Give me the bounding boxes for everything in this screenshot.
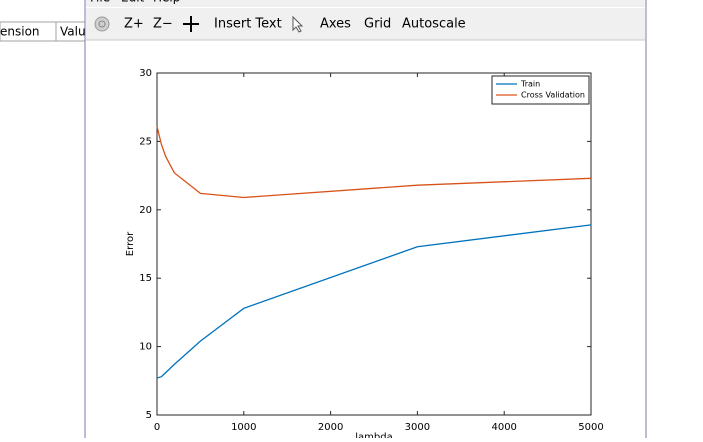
- grid-button[interactable]: Grid: [364, 17, 391, 32]
- series-line: [156, 126, 592, 199]
- y-axis-label: Error: [125, 231, 136, 256]
- legend-label: Cross Validation: [521, 91, 585, 100]
- y-tick-label: 5: [146, 410, 152, 421]
- y-tick-label: 10: [139, 342, 152, 353]
- axes-button[interactable]: Axes: [320, 17, 351, 32]
- menu-bar: [86, 0, 645, 7]
- pan-icon[interactable]: [183, 16, 199, 32]
- toolbar: [86, 8, 645, 40]
- autoscale-button[interactable]: Autoscale: [402, 17, 466, 32]
- menu-item[interactable]: Help: [153, 0, 180, 5]
- x-tick-label: 1000: [231, 422, 256, 433]
- y-tick-label: 30: [139, 68, 152, 79]
- x-tick-label: 0: [154, 422, 160, 433]
- y-tick-label: 20: [139, 205, 152, 216]
- column-header[interactable]: ension: [0, 25, 40, 39]
- axes-box: [156, 72, 592, 416]
- x-tick-label: 4000: [491, 422, 516, 433]
- legend-box: [491, 75, 590, 105]
- x-axis-label: lambda: [355, 432, 392, 438]
- menu-item[interactable]: Edit: [121, 0, 145, 5]
- insert-text[interactable]: Insert Text: [214, 17, 282, 32]
- x-tick-label: 3000: [405, 422, 430, 433]
- zoom-out[interactable]: Z−: [153, 17, 173, 32]
- x-tick-label: 2000: [318, 422, 343, 433]
- series-line: [156, 224, 592, 379]
- y-tick-label: 25: [139, 136, 152, 147]
- x-tick-label: 5000: [578, 422, 603, 433]
- menu-item[interactable]: File: [90, 0, 110, 5]
- column-header[interactable]: Valu: [60, 25, 86, 39]
- select-icon[interactable]: [292, 15, 304, 33]
- zoom-in[interactable]: Z+: [124, 17, 144, 32]
- y-tick-label: 15: [139, 273, 152, 284]
- legend-label: Train: [520, 80, 540, 89]
- rotate-icon[interactable]: [94, 16, 110, 32]
